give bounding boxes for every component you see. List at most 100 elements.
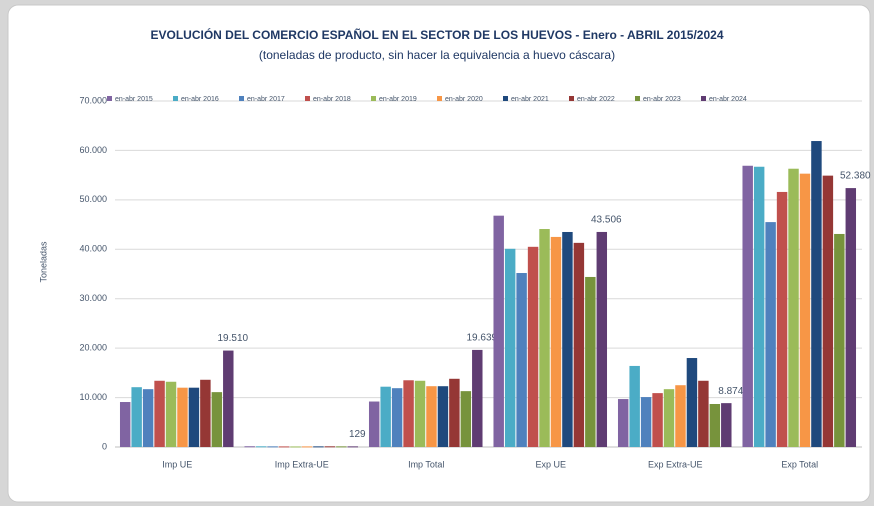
y-axis-label: Toneladas (38, 241, 48, 283)
bar (822, 175, 834, 447)
y-tick-label: 70.000 (79, 95, 107, 105)
bar (119, 402, 131, 447)
legend-label: en-abr 2018 (313, 96, 351, 103)
bar (324, 446, 336, 448)
bar (709, 403, 721, 447)
data-label: 52.380 (840, 171, 871, 182)
legend-label: en-abr 2015 (115, 96, 153, 103)
bar (142, 389, 154, 447)
bar (539, 229, 550, 447)
bar (426, 386, 437, 447)
bar (223, 350, 234, 447)
bar (550, 236, 562, 447)
y-tick-label: 60.000 (79, 145, 107, 155)
legend-swatch (371, 96, 376, 101)
legend-swatch (437, 96, 442, 101)
legend-label: en-abr 2023 (643, 96, 681, 103)
legend-label: en-abr 2017 (247, 96, 285, 103)
bar (596, 231, 608, 447)
bar (472, 349, 483, 447)
bar (278, 446, 290, 448)
x-tick-label: Imp Extra-UE (275, 459, 329, 469)
legend-swatch (569, 96, 574, 101)
bar (177, 387, 188, 447)
x-tick-label: Imp Total (408, 459, 444, 469)
legend-label: en-abr 2024 (709, 96, 747, 103)
bar (290, 446, 301, 448)
y-tick-label: 10.000 (79, 392, 107, 402)
bar (799, 173, 811, 447)
bar (765, 222, 776, 447)
bar (675, 385, 686, 447)
bar (562, 231, 573, 447)
y-tick-label: 20.000 (79, 343, 107, 353)
data-label: 19.639 (466, 333, 497, 344)
bar (255, 446, 267, 448)
legend-swatch (107, 96, 112, 101)
data-label: 43.506 (591, 215, 622, 226)
chart-title: EVOLUCIÓN DEL COMERCIO ESPAÑOL EN EL SEC… (150, 27, 723, 42)
bar (573, 242, 585, 447)
bar (504, 248, 516, 447)
bar (493, 215, 504, 447)
bar (301, 446, 313, 448)
legend-label: en-abr 2019 (379, 96, 417, 103)
bar (244, 446, 255, 448)
bar (845, 188, 857, 447)
bar (527, 246, 539, 447)
chart-subtitle: (toneladas de producto, sin hacer la equ… (259, 48, 615, 62)
bar (617, 399, 629, 447)
legend-label: en-abr 2016 (181, 96, 219, 103)
bar (154, 380, 165, 447)
bar (368, 401, 380, 447)
data-label: 19.510 (217, 333, 248, 344)
bar (834, 233, 845, 447)
bar (380, 386, 391, 447)
bar (742, 165, 753, 447)
bar (460, 391, 472, 447)
bar (753, 166, 765, 448)
data-label: 8.874 (718, 386, 743, 397)
bar (629, 365, 640, 447)
bar (165, 381, 177, 447)
bar (585, 276, 596, 447)
bar (211, 392, 223, 447)
legend-swatch (503, 96, 508, 101)
bar (686, 358, 698, 447)
bar (776, 191, 788, 447)
y-tick-label: 50.000 (79, 194, 107, 204)
x-tick-label: Exp Total (781, 459, 818, 469)
legend-swatch (173, 96, 178, 101)
bar (131, 387, 142, 447)
legend-swatch (701, 96, 706, 101)
bar (811, 141, 822, 447)
legend-swatch (239, 96, 244, 101)
bar (336, 446, 347, 448)
bar (652, 393, 663, 447)
x-tick-label: Exp UE (535, 459, 566, 469)
y-tick-label: 0 (102, 441, 107, 451)
legend-swatch (635, 96, 640, 101)
bar (347, 446, 359, 448)
bar (640, 397, 652, 447)
bar (449, 378, 460, 447)
x-tick-label: Imp UE (162, 459, 192, 469)
bar (188, 387, 200, 447)
bar (267, 446, 278, 448)
bar (698, 380, 709, 447)
y-tick-label: 40.000 (79, 244, 107, 254)
data-label: 129 (349, 429, 366, 440)
bar (200, 379, 211, 447)
legend-swatch (305, 96, 310, 101)
legend-label: en-abr 2020 (445, 96, 483, 103)
bar (663, 389, 675, 447)
bar (414, 380, 426, 447)
bar (788, 168, 799, 447)
y-tick-label: 30.000 (79, 293, 107, 303)
legend-label: en-abr 2021 (511, 96, 549, 103)
bar (391, 388, 403, 447)
bar (516, 273, 527, 447)
legend-label: en-abr 2022 (577, 96, 615, 103)
